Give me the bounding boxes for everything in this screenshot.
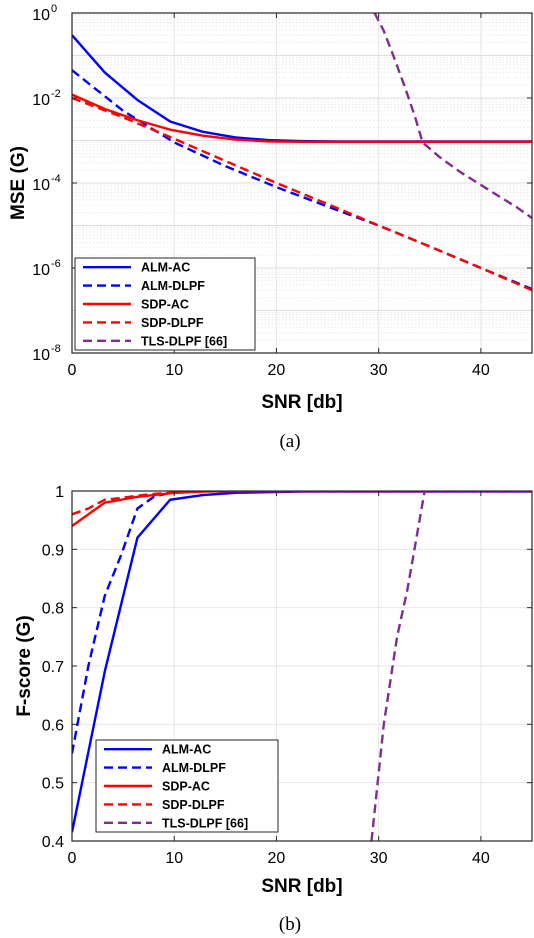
- y-tick-label: 10: [32, 262, 50, 279]
- legend: ALM-AC ALM-DLPF SDP-AC SDP-DLPF TLS-DLPF [66…: [95, 739, 279, 833]
- chart-fscore: 0 10 20 30 40 0.4 0.5 0.6 0.7 0.8 0.9 1 SNR [db] F-sc…: [14, 484, 533, 935]
- y-tick-base: 10: [32, 262, 50, 279]
- y-tick-exponent: -4: [51, 173, 61, 185]
- series-line-alm-dlpf: [72, 491, 532, 754]
- y-tick-label: 10: [32, 177, 50, 194]
- y-tick-exponent: -8: [51, 343, 61, 355]
- y-tick-exponent: -6: [51, 258, 61, 270]
- y-tick-label: 0.7: [42, 659, 64, 676]
- legend-label: SDP-DLPF: [162, 798, 225, 812]
- y-tick-label: 1: [55, 484, 64, 501]
- series-line-sdp-ac: [72, 491, 532, 527]
- y-tick-label: 0.5: [42, 776, 64, 793]
- x-tick-label: 30: [370, 362, 388, 379]
- legend: ALM-AC ALM-DLPF SDP-AC SDP-DLPF TLS-DLPF [66…: [74, 257, 256, 351]
- legend-label: SDP-AC: [141, 298, 189, 312]
- y-tick-label: 0.4: [42, 834, 64, 851]
- x-tick-label: 10: [165, 362, 183, 379]
- legend-label: ALM-AC: [141, 261, 190, 275]
- y-tick-label: 0.6: [42, 717, 64, 734]
- y-tick-base: 10: [32, 7, 50, 24]
- series-line-tls-dlpf-66: [370, 491, 532, 841]
- x-tick-label: 40: [472, 850, 490, 867]
- grid: [72, 13, 532, 353]
- y-tick-label: 10: [32, 92, 50, 109]
- legend-label: ALM-DLPF: [141, 279, 205, 293]
- y-tick-label: 10: [32, 347, 50, 364]
- figure-caption: (b): [279, 914, 301, 935]
- y-tick-label: 10: [32, 7, 50, 24]
- x-tick-label: 30: [370, 850, 388, 867]
- y-tick-label: 0.9: [42, 542, 64, 559]
- y-tick-exponent: -2: [51, 88, 61, 100]
- legend-label: SDP-DLPF: [141, 316, 204, 330]
- series-group: [72, 13, 532, 292]
- y-axis-label: F-score (G): [14, 615, 35, 716]
- x-axis-label: SNR [db]: [261, 392, 342, 413]
- y-tick-base: 10: [32, 92, 50, 109]
- y-tick-exponent: 0: [51, 3, 57, 15]
- x-tick-label: 0: [68, 362, 77, 379]
- x-tick-label: 20: [268, 850, 286, 867]
- figure-caption: (a): [279, 431, 300, 452]
- legend-label: TLS-DLPF [66]: [141, 334, 227, 348]
- y-tick-label: 0.8: [42, 601, 64, 618]
- x-tick-label: 10: [165, 850, 183, 867]
- legend-label: TLS-DLPF [66]: [162, 816, 248, 830]
- series-line-tls-dlpf-66: [373, 13, 532, 219]
- x-tick-label: 40: [472, 362, 490, 379]
- x-tick-label: 20: [268, 362, 286, 379]
- legend-label: ALM-DLPF: [162, 761, 226, 775]
- y-tick-base: 10: [32, 177, 50, 194]
- y-axis-label: MSE (G): [8, 146, 29, 220]
- legend-label: SDP-AC: [162, 780, 210, 794]
- series-line-sdp-ac: [72, 93, 532, 144]
- x-tick-label: 0: [68, 850, 77, 867]
- y-tick-base: 10: [32, 347, 50, 364]
- x-axis-label: SNR [db]: [261, 876, 342, 897]
- legend-label: ALM-AC: [162, 743, 211, 757]
